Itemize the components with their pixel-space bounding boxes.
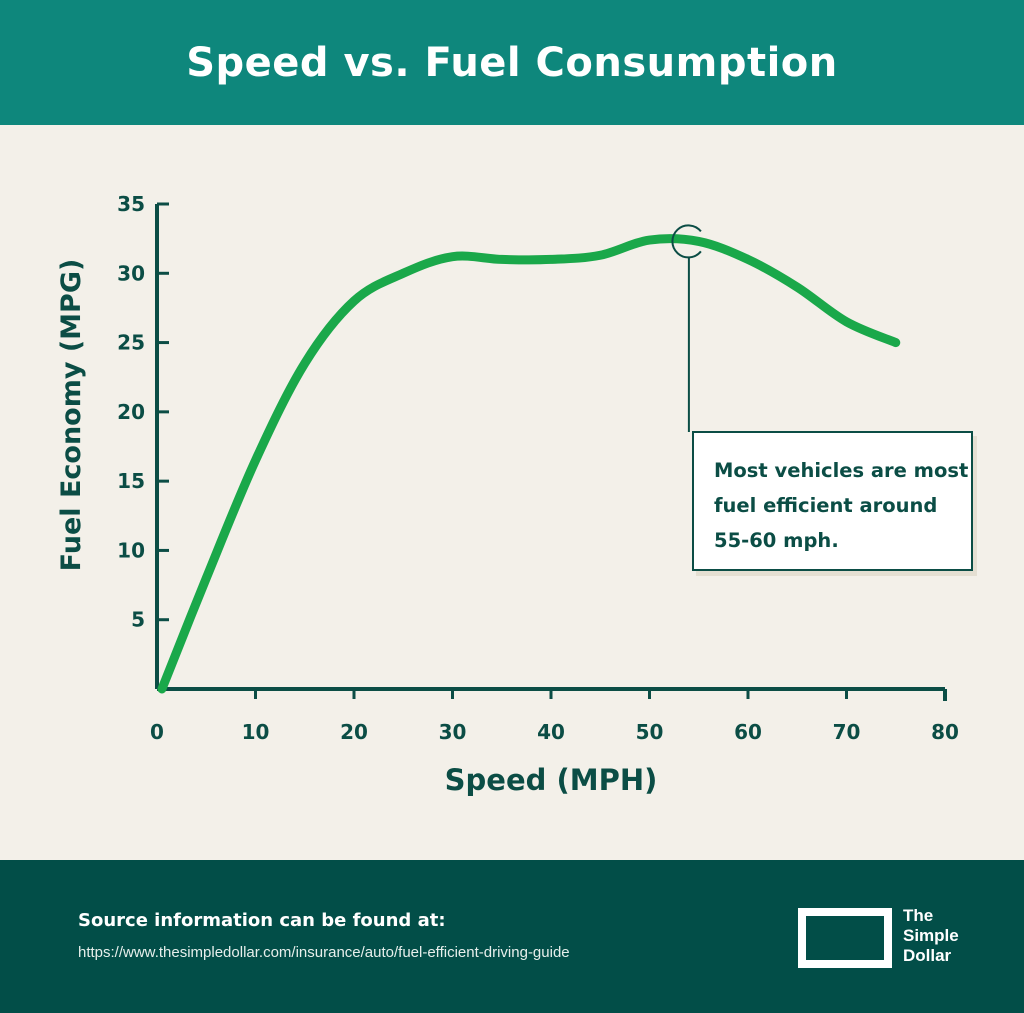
annotation-circle [671, 224, 702, 259]
x-tick-label: 0 [150, 720, 164, 744]
y-axis-label: Fuel Economy (MPG) [56, 259, 87, 572]
y-tick-label: 30 [117, 261, 145, 285]
x-tick-label: 40 [537, 720, 565, 744]
y-tick-label: 5 [131, 608, 145, 632]
annotation-text: Most vehicles are most fuel efficient ar… [714, 459, 969, 552]
annotation-callout: Most vehicles are most fuel efficient ar… [692, 431, 973, 571]
tick-labels: 0 10 20 30 40 50 60 70 80 5 10 15 20 25 30 35 [117, 192, 959, 744]
footer: Source information can be found at: http… [0, 860, 1024, 1013]
x-tick-label: 20 [340, 720, 368, 744]
logo-line: Dollar [903, 946, 952, 965]
page-title: Speed vs. Fuel Consumption [186, 39, 838, 86]
logo-icon [798, 908, 892, 968]
line-chart: 0 10 20 30 40 50 60 70 80 5 10 15 20 25 30 35 Speed (MP… [56, 192, 959, 797]
x-axis-label: Speed (MPH) [445, 763, 658, 797]
logo-text: The Simple Dollar [903, 906, 959, 966]
logo-line: Simple [903, 926, 959, 945]
x-tick-label: 30 [439, 720, 467, 744]
x-tick-label: 70 [833, 720, 861, 744]
y-tick-label: 10 [117, 538, 145, 562]
x-tick-label: 10 [242, 720, 270, 744]
x-tick-label: 50 [636, 720, 664, 744]
y-tick-label: 15 [117, 469, 145, 493]
axes [155, 202, 947, 701]
y-tick-label: 35 [117, 192, 145, 216]
source-title: Source information can be found at: [78, 910, 446, 931]
x-tick-label: 80 [931, 720, 959, 744]
y-tick-label: 25 [117, 331, 145, 355]
series-line-fuel-economy [157, 234, 901, 694]
logo-line: The [903, 906, 934, 925]
x-tick-label: 60 [734, 720, 762, 744]
source-url[interactable]: https://www.thesimpledollar.com/insuranc… [78, 944, 570, 961]
annotation-marker [671, 224, 702, 432]
y-tick-label: 20 [117, 400, 145, 424]
header: Speed vs. Fuel Consumption [0, 0, 1024, 125]
